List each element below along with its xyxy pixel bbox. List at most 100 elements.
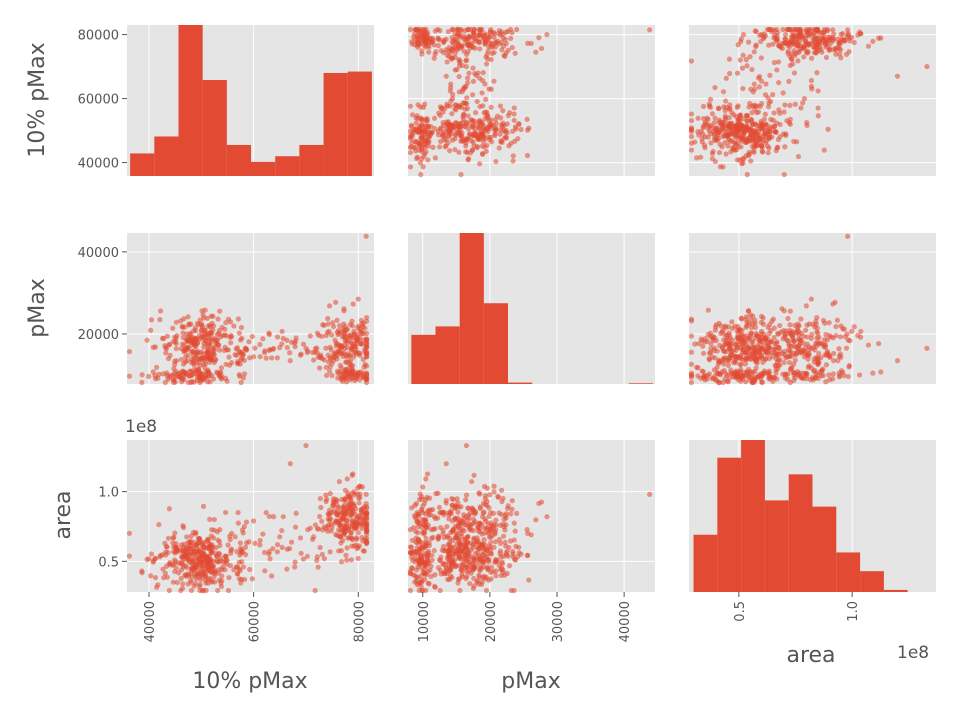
scatter-point [193, 368, 200, 374]
scatter-point [924, 345, 930, 351]
scatter-point [429, 552, 435, 558]
scatter-point [491, 49, 497, 56]
scatter-point [257, 542, 263, 548]
scatter-point [815, 88, 821, 94]
scatter-point [342, 346, 348, 352]
scatter-point [502, 527, 508, 533]
scatter-point [454, 38, 460, 44]
scatter-point [227, 362, 233, 368]
scatter-point [526, 577, 532, 583]
scatter-point [198, 373, 204, 380]
scatter-point [227, 334, 233, 341]
scatter-point [336, 348, 342, 354]
scatter-point [737, 345, 743, 351]
scatter-point [187, 539, 193, 546]
scatter-point [257, 341, 263, 348]
scatter-point [737, 361, 743, 367]
scatter-point [474, 98, 480, 105]
scatter-point [334, 356, 340, 362]
scatter-point [349, 371, 355, 377]
scatter-point [761, 31, 767, 37]
scatter-point [416, 496, 423, 503]
scatter-point [126, 553, 133, 559]
scatter-point [453, 563, 459, 569]
scatter-point [493, 517, 499, 523]
scatter-point [237, 337, 244, 343]
scatter-point [452, 44, 458, 51]
scatter-point [511, 117, 517, 123]
scatter-point [166, 342, 172, 348]
scatter-point [763, 81, 769, 87]
scatter-point [773, 129, 779, 135]
scatter-point [830, 37, 836, 43]
scatter-point [173, 319, 180, 325]
scatter-point [758, 55, 764, 61]
scatter-point [785, 48, 791, 54]
scatter-point [766, 375, 772, 381]
scatter-point [753, 44, 759, 50]
scatter-point [452, 136, 458, 142]
scatter-point [782, 144, 788, 150]
x-tick-label: 40000 [618, 601, 633, 642]
scatter-point [126, 530, 133, 536]
scatter-point [415, 36, 421, 42]
scatter-point [738, 36, 744, 42]
scatter-point [756, 73, 763, 80]
scatter-point [336, 322, 343, 329]
scatter-point [782, 31, 789, 38]
scatter-point [782, 36, 789, 42]
scatter-point [780, 336, 786, 342]
histogram-bar [741, 440, 765, 592]
scatter-point [234, 352, 240, 358]
scatter-point [164, 372, 170, 379]
scatter-point [456, 545, 462, 552]
scatter-point [486, 513, 492, 520]
scatter-point [493, 558, 499, 564]
scatter-point [225, 587, 232, 594]
scatter-point [449, 544, 456, 551]
scatter-point [440, 543, 447, 550]
scatter-point [314, 345, 320, 351]
scatter-point [834, 317, 841, 323]
panels-layer: 40000 60000 80000 20000 40000 0.5 1.0 40000 6000… [78, 25, 936, 642]
scatter-point [830, 47, 837, 53]
scatter-point [240, 564, 247, 570]
scatter-point [762, 111, 768, 117]
scatter-point [735, 42, 741, 48]
scatter-point [746, 151, 753, 157]
scatter-point [202, 337, 209, 344]
scatter-point [144, 337, 150, 343]
scatter-point [345, 535, 351, 541]
scatter-point [192, 325, 199, 331]
scatter-point [417, 160, 424, 166]
scatter-point [498, 122, 505, 128]
scatter-point [797, 338, 803, 344]
scatter-point [482, 546, 488, 552]
scatter-point [544, 31, 550, 38]
scatter-point [419, 148, 425, 155]
scatter-point [748, 128, 755, 134]
scatter-point [793, 350, 799, 357]
scatter-point [363, 524, 369, 530]
scatter-point [342, 487, 348, 493]
scatter-point [355, 296, 361, 302]
scatter-point [782, 351, 788, 358]
scatter-point [471, 511, 478, 517]
scatter-point [536, 35, 542, 41]
scatter-point [238, 379, 244, 386]
scatter-point [355, 324, 361, 331]
scatter-point [813, 340, 819, 346]
scatter-point [759, 379, 765, 386]
scatter-point [176, 371, 182, 377]
scatter-point [325, 315, 331, 322]
scatter-point [426, 130, 432, 137]
scatter-point [424, 524, 430, 530]
scatter-point [453, 102, 459, 108]
scatter-point [728, 149, 734, 155]
scatter-point [214, 553, 220, 559]
scatter-point [498, 511, 505, 518]
scatter-point [197, 574, 203, 580]
scatter-point [432, 155, 438, 161]
scatter-point [700, 131, 706, 137]
scatter-point [481, 139, 487, 145]
